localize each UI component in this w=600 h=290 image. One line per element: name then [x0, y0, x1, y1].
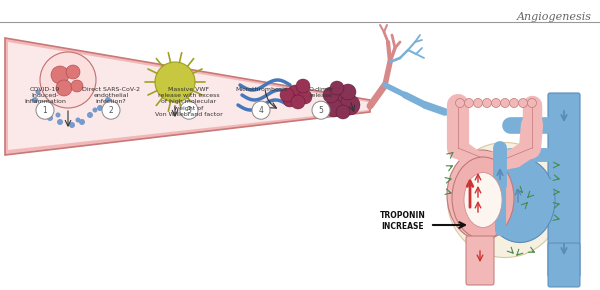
- Circle shape: [56, 113, 61, 117]
- Circle shape: [76, 117, 80, 122]
- Circle shape: [69, 122, 75, 128]
- Circle shape: [328, 88, 352, 112]
- Circle shape: [312, 101, 330, 119]
- Circle shape: [340, 95, 360, 115]
- Ellipse shape: [464, 173, 502, 227]
- Text: 1: 1: [43, 106, 47, 115]
- Circle shape: [325, 99, 343, 117]
- Ellipse shape: [448, 142, 563, 258]
- Circle shape: [283, 93, 297, 107]
- Circle shape: [51, 66, 69, 84]
- Ellipse shape: [452, 157, 514, 239]
- Circle shape: [102, 101, 120, 119]
- Text: Direct SARS-CoV-2
endothelial
infection?: Direct SARS-CoV-2 endothelial infection?: [82, 87, 140, 104]
- Circle shape: [46, 102, 50, 108]
- Text: 5: 5: [319, 106, 323, 115]
- Text: Massive VWF
release with excess
of high molecular
weight of
Von Willebrand facto: Massive VWF release with excess of high …: [155, 87, 223, 117]
- Circle shape: [280, 88, 294, 102]
- Circle shape: [464, 99, 473, 108]
- Circle shape: [288, 85, 302, 99]
- Text: 4: 4: [259, 106, 263, 115]
- Circle shape: [40, 52, 96, 108]
- Circle shape: [340, 84, 356, 100]
- Circle shape: [491, 99, 500, 108]
- Circle shape: [527, 99, 536, 108]
- Circle shape: [66, 65, 80, 79]
- FancyBboxPatch shape: [466, 236, 494, 285]
- Circle shape: [155, 62, 195, 102]
- Circle shape: [57, 119, 63, 125]
- Circle shape: [455, 99, 464, 108]
- Circle shape: [296, 79, 310, 93]
- FancyBboxPatch shape: [548, 243, 580, 287]
- Text: Microthrombosis: Microthrombosis: [235, 87, 287, 92]
- Circle shape: [79, 119, 85, 125]
- Text: TROPONIN
INCREASE: TROPONIN INCREASE: [380, 211, 426, 231]
- Circle shape: [105, 97, 111, 103]
- Circle shape: [32, 97, 38, 103]
- Circle shape: [336, 105, 350, 119]
- Circle shape: [291, 95, 305, 109]
- Circle shape: [56, 80, 72, 96]
- Text: COVID-19
Induced-
Inflammation: COVID-19 Induced- Inflammation: [24, 87, 66, 104]
- Circle shape: [330, 81, 344, 95]
- Circle shape: [92, 108, 97, 113]
- Circle shape: [252, 101, 270, 119]
- Circle shape: [71, 80, 83, 92]
- Circle shape: [509, 99, 518, 108]
- Circle shape: [298, 90, 312, 104]
- Circle shape: [500, 99, 509, 108]
- Circle shape: [473, 99, 482, 108]
- Circle shape: [35, 90, 41, 95]
- Circle shape: [518, 99, 527, 108]
- Polygon shape: [8, 42, 368, 150]
- Circle shape: [87, 112, 93, 118]
- Ellipse shape: [447, 150, 517, 240]
- FancyBboxPatch shape: [548, 93, 580, 277]
- Circle shape: [47, 115, 53, 121]
- Text: 3: 3: [187, 106, 191, 115]
- Circle shape: [39, 107, 45, 113]
- Circle shape: [97, 105, 103, 111]
- Text: 2: 2: [109, 106, 113, 115]
- Circle shape: [323, 87, 339, 103]
- Circle shape: [180, 101, 198, 119]
- Polygon shape: [5, 38, 370, 155]
- Ellipse shape: [485, 157, 555, 242]
- Text: D-dimer
release: D-dimer release: [308, 87, 334, 98]
- Circle shape: [36, 101, 54, 119]
- Text: Angiogenesis: Angiogenesis: [517, 12, 592, 22]
- Circle shape: [482, 99, 491, 108]
